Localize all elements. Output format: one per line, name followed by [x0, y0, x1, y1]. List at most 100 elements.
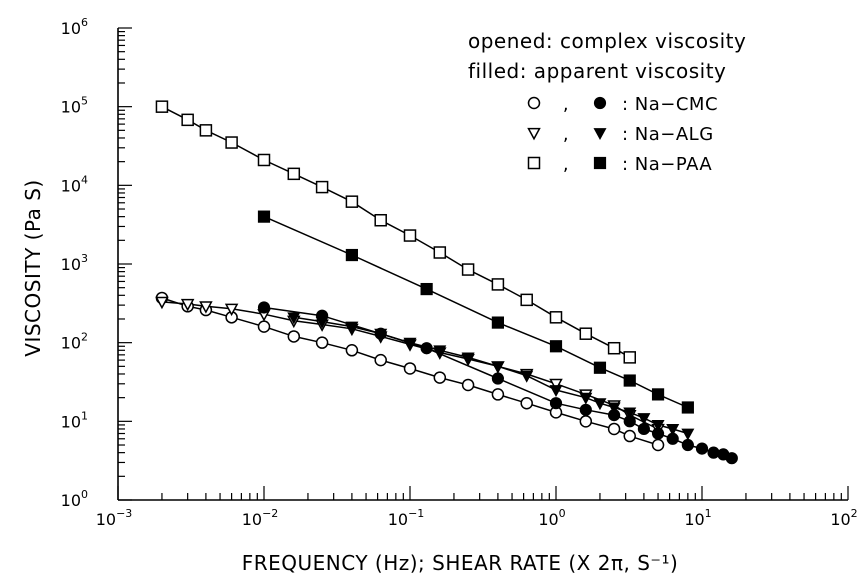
legend-separator: ,: [563, 154, 569, 175]
data-point-na-paa-complex: [345, 195, 359, 208]
data-point-na-paa-complex: [315, 180, 329, 194]
y-tick-label: 100: [61, 488, 88, 510]
data-point-na-alg-apparent: [433, 345, 447, 358]
data-point-na-paa-complex: [520, 293, 533, 307]
data-point-na-paa-apparent: [491, 316, 505, 329]
data-point-na-cmc-apparent: [549, 397, 563, 410]
data-point-na-paa-complex: [181, 113, 194, 127]
data-point-na-cmc-apparent: [491, 372, 505, 385]
y-tick-label: 102: [61, 331, 88, 353]
data-markers: [155, 100, 738, 465]
data-point-na-alg-apparent: [651, 420, 665, 432]
data-point-na-paa-complex: [579, 327, 593, 340]
data-point-na-paa-apparent: [651, 388, 665, 401]
data-point-na-alg-apparent: [681, 428, 695, 441]
data-point-na-paa-apparent: [623, 374, 636, 387]
data-point-na-alg-apparent: [520, 370, 534, 383]
data-point-na-cmc-apparent: [707, 446, 720, 459]
data-point-na-cmc-complex: [520, 396, 533, 410]
data-point-na-alg-complex: [155, 296, 169, 310]
y-axis-title: VISCOSITY (Pa S): [21, 179, 45, 356]
data-point-na-cmc-complex: [623, 429, 637, 443]
legend-marker-filled: [593, 96, 607, 110]
data-point-na-alg-apparent: [593, 398, 607, 411]
data-point-na-cmc-apparent: [725, 452, 738, 465]
data-point-na-paa-complex: [549, 311, 563, 324]
data-point-na-cmc-complex: [374, 353, 387, 367]
data-point-na-alg-apparent: [403, 337, 417, 350]
data-point-na-paa-complex: [199, 124, 213, 137]
data-point-na-alg-apparent: [579, 392, 593, 405]
data-point-na-cmc-apparent: [695, 442, 709, 455]
data-point-na-paa-complex: [433, 246, 447, 259]
x-tick-label: 10−3: [96, 507, 133, 529]
data-point-na-alg-apparent: [623, 407, 637, 420]
data-point-na-paa-complex: [491, 278, 505, 291]
data-point-na-alg-apparent: [315, 316, 329, 329]
data-point-na-cmc-complex: [287, 330, 301, 343]
data-point-na-paa-complex: [287, 167, 301, 181]
data-point-na-alg-complex: [224, 303, 239, 317]
data-point-na-alg-apparent: [549, 385, 563, 398]
x-tick-label: 101: [684, 507, 711, 529]
data-point-na-cmc-complex: [345, 344, 359, 357]
data-point-na-alg-apparent: [461, 352, 475, 365]
data-point-na-paa-apparent: [345, 248, 359, 262]
axes: [117, 28, 848, 501]
data-point-na-paa-complex: [225, 136, 238, 149]
data-point-na-cmc-apparent: [579, 403, 592, 416]
data-point-na-cmc-complex: [433, 371, 447, 384]
legend-separator: ,: [563, 94, 569, 115]
data-point-na-cmc-complex: [403, 362, 417, 375]
data-point-na-cmc-complex: [461, 378, 475, 392]
legend-separator: ,: [563, 124, 569, 145]
data-point-na-alg-apparent: [637, 413, 651, 426]
y-tick-label: 104: [61, 173, 88, 195]
data-point-na-alg-apparent: [607, 402, 621, 415]
data-point-na-cmc-complex: [579, 415, 593, 428]
data-point-na-cmc-complex: [607, 422, 621, 436]
legend: ,: Na−CMC,: Na−ALG,: Na−PAA: [527, 94, 718, 175]
data-point-na-paa-complex: [607, 341, 621, 355]
data-point-na-paa-apparent: [257, 210, 271, 223]
data-point-na-alg-apparent: [345, 321, 359, 334]
data-point-na-paa-complex: [403, 229, 417, 242]
data-point-na-paa-apparent: [549, 340, 563, 353]
data-point-na-paa-complex: [374, 213, 387, 227]
legend-label: : Na−CMC: [622, 94, 718, 115]
legend-marker-filled: [593, 128, 607, 141]
x-axis-title: FREQUENCY (Hz); SHEAR RATE (X 2π, S⁻¹): [242, 551, 679, 575]
x-tick-label: 100: [538, 507, 565, 529]
data-point-na-paa-complex: [461, 263, 475, 276]
x-tick-label: 10−2: [242, 507, 279, 529]
data-point-na-alg-complex: [180, 298, 195, 312]
data-point-na-paa-apparent: [681, 401, 694, 414]
y-tick-label: 101: [61, 409, 88, 431]
data-point-na-paa-apparent: [420, 282, 433, 296]
data-point-na-cmc-complex: [257, 320, 271, 333]
x-tick-label: 102: [830, 507, 857, 529]
legend-label: : Na−PAA: [622, 154, 712, 175]
data-point-na-cmc-complex: [315, 336, 329, 349]
data-point-na-alg-complex: [549, 378, 563, 392]
x-tick-label: 10−1: [388, 507, 425, 529]
y-tick-label: 106: [61, 16, 88, 38]
data-point-na-paa-complex: [155, 100, 169, 113]
legend-marker-filled: [593, 156, 607, 170]
data-point-na-cmc-apparent: [681, 438, 694, 452]
note-filled: filled: apparent viscosity: [468, 59, 726, 83]
y-tick-label: 103: [61, 252, 88, 274]
legend-marker-open: [527, 96, 541, 110]
axis-ticks: [117, 27, 849, 501]
data-point-na-alg-apparent: [666, 424, 680, 436]
y-tick-label: 105: [61, 95, 88, 117]
data-point-na-paa-complex: [623, 351, 637, 364]
data-point-na-alg-complex: [199, 301, 213, 314]
legend-marker-open: [527, 156, 541, 170]
legend-marker-open: [527, 127, 541, 141]
data-point-na-alg-apparent: [374, 328, 388, 341]
data-point-na-cmc-complex: [491, 388, 505, 401]
data-point-na-cmc-apparent: [257, 301, 271, 314]
data-point-na-alg-apparent: [287, 312, 301, 325]
